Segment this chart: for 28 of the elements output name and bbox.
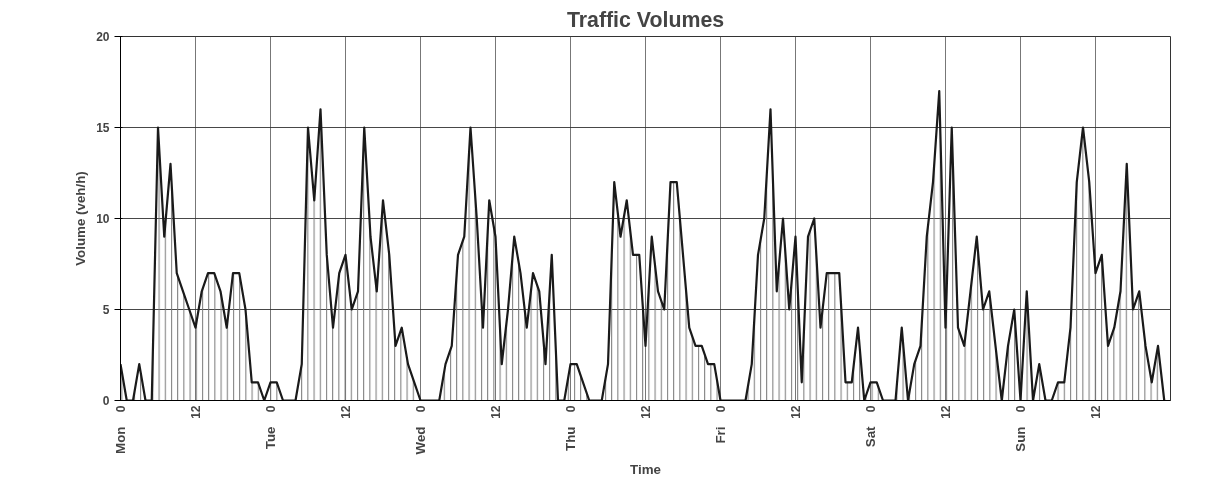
text: Sat: [863, 425, 878, 448]
y-tick-label: 10: [96, 212, 110, 226]
y-tick-label: 20: [96, 30, 110, 44]
text: Fri: [713, 426, 728, 444]
x-tick-label: 12: [189, 405, 203, 419]
y-axis-title: Volume (veh/h): [73, 171, 89, 266]
x-tick-label: 12: [639, 405, 653, 419]
x-tick-label: 12: [939, 405, 953, 419]
y-tick-label: 5: [102, 303, 110, 317]
x-tick-label: 0: [264, 405, 278, 413]
x-tick-label: 0: [414, 405, 428, 413]
x-tick-label: 12: [1089, 405, 1103, 419]
x-tick-label: 0: [714, 405, 728, 413]
chart-title: Traffic Volumes: [566, 7, 725, 32]
x-tick-label: 12: [789, 405, 803, 419]
y-tick-label: 15: [96, 121, 110, 135]
x-tick-label: 12: [489, 405, 503, 419]
x-tick-label: 0: [864, 405, 878, 413]
x-tick-label: 0: [114, 405, 128, 413]
text: Mon: [113, 426, 128, 454]
text: Thu: [563, 426, 578, 451]
text: Sun: [1013, 426, 1028, 452]
x-tick-label: 0: [1014, 405, 1028, 413]
text: Wed: [413, 426, 428, 455]
x-axis-title: Time: [630, 462, 661, 478]
x-tick-label: 0: [564, 405, 578, 413]
x-tick-label: 12: [339, 405, 353, 419]
text: Tue: [263, 426, 278, 450]
